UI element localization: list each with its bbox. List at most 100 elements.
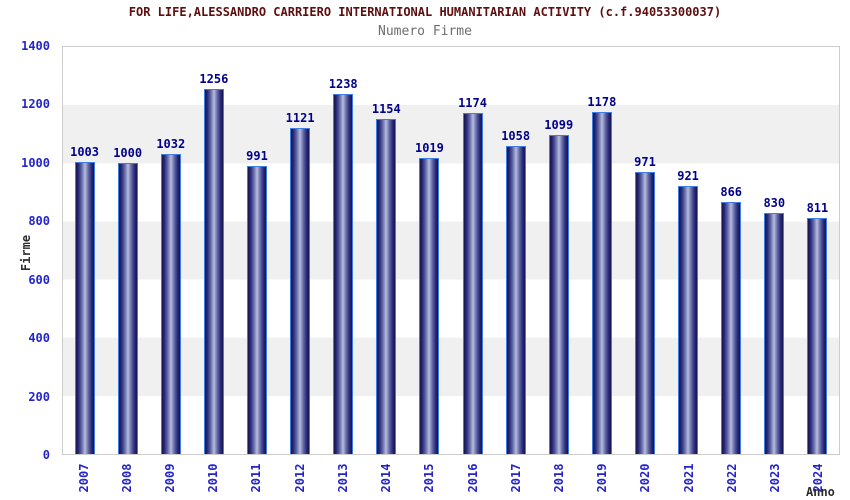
bar-slot-2007: 1003 xyxy=(63,47,106,454)
y-tick-0: 0 xyxy=(42,448,50,462)
bar-2022 xyxy=(721,202,742,454)
x-tick-label: 2016 xyxy=(465,463,480,493)
x-tick-2007: 2007 xyxy=(62,457,105,499)
x-tick-2016: 2016 xyxy=(451,457,494,499)
chart-subtitle: Numero Firme xyxy=(378,24,472,39)
x-tick-label: 2015 xyxy=(422,463,437,493)
plot-area: 1003 1000 1032 1256 991 1121 1238 1154 1019 1174 1… xyxy=(62,46,840,455)
x-tick-label: 2014 xyxy=(379,463,394,493)
bar-value-label: 1178 xyxy=(587,94,617,109)
bar-slot-2012: 1121 xyxy=(279,47,322,454)
bar-value-label: 991 xyxy=(246,148,268,163)
bar-value-label: 1256 xyxy=(199,71,229,86)
bar-value-label: 1032 xyxy=(156,136,186,151)
bar-value-label: 1154 xyxy=(371,101,401,116)
x-tick-2009: 2009 xyxy=(148,457,191,499)
bar-value-label: 1000 xyxy=(113,146,143,161)
x-tick-label: 2021 xyxy=(681,463,696,493)
x-tick-2014: 2014 xyxy=(365,457,408,499)
x-tick-2020: 2020 xyxy=(624,457,667,499)
x-tick-label: 2017 xyxy=(508,463,523,493)
x-tick-label: 2020 xyxy=(638,463,653,493)
x-tick-label: 2022 xyxy=(724,463,739,493)
y-tick-1200: 1200 xyxy=(21,97,50,112)
bar-value-label: 971 xyxy=(634,154,656,169)
bar-slot-2014: 1154 xyxy=(365,47,408,454)
x-tick-2018: 2018 xyxy=(537,457,580,499)
bar-2007 xyxy=(74,162,95,454)
x-tick-label: 2012 xyxy=(292,463,307,493)
bar-2023 xyxy=(764,212,785,454)
bar-slot-2016: 1174 xyxy=(451,47,494,454)
bar-slot-2018: 1099 xyxy=(537,47,580,454)
bar-slot-2017: 1058 xyxy=(494,47,537,454)
x-tick-label: 2019 xyxy=(595,463,610,493)
bar-slot-2023: 830 xyxy=(753,47,796,454)
bar-value-label: 866 xyxy=(720,185,743,200)
x-tick-2023: 2023 xyxy=(754,457,797,499)
bar-2012 xyxy=(290,128,311,454)
chart-title: FOR LIFE,ALESSANDRO CARRIERO INTERNATION… xyxy=(128,5,722,19)
bar-value-label: 1238 xyxy=(328,77,358,92)
bar-value-label: 1099 xyxy=(544,117,574,132)
bar-2024 xyxy=(807,218,828,454)
x-axis-title: Anno xyxy=(806,485,835,499)
bar-value-label: 1019 xyxy=(414,140,444,155)
x-tick-2012: 2012 xyxy=(278,457,321,499)
bar-value-label: 921 xyxy=(677,169,699,184)
bar-value-label: 1058 xyxy=(501,129,531,144)
bars-layer: 1003 1000 1032 1256 991 1121 1238 1154 1019 1174 1… xyxy=(63,47,839,454)
bar-2017 xyxy=(505,146,526,454)
bar-value-label: 1121 xyxy=(285,111,315,126)
bar-slot-2008: 1000 xyxy=(106,47,149,454)
bar-2020 xyxy=(634,171,655,454)
bar-2010 xyxy=(203,88,224,454)
x-axis-labels: 2007 2008 2009 2010 2011 2012 2013 2014 2015 2016… xyxy=(62,457,840,499)
bar-value-label: 830 xyxy=(763,195,786,210)
x-tick-label: 2010 xyxy=(206,463,221,493)
x-tick-2019: 2019 xyxy=(581,457,624,499)
y-tick-600: 600 xyxy=(28,272,50,287)
bar-slot-2022: 866 xyxy=(710,47,753,454)
x-tick-2017: 2017 xyxy=(494,457,537,499)
x-tick-2013: 2013 xyxy=(321,457,364,499)
x-tick-label: 2023 xyxy=(768,463,783,493)
bar-slot-2013: 1238 xyxy=(322,47,365,454)
x-tick-2008: 2008 xyxy=(105,457,148,499)
y-axis-labels: 0 200 400 600 800 1000 1200 1400 xyxy=(0,40,54,461)
y-tick-1400: 1400 xyxy=(21,39,50,53)
bar-2008 xyxy=(117,163,138,454)
bar-slot-2009: 1032 xyxy=(149,47,192,454)
bar-value-label: 1003 xyxy=(70,145,99,160)
y-tick-800: 800 xyxy=(28,214,50,229)
bar-2014 xyxy=(376,118,397,454)
y-tick-1000: 1000 xyxy=(21,155,50,170)
x-tick-label: 2011 xyxy=(249,463,264,493)
bar-slot-2010: 1256 xyxy=(192,47,235,454)
bar-value-label: 811 xyxy=(806,201,829,216)
y-tick-200: 200 xyxy=(28,389,50,404)
bar-slot-2015: 1019 xyxy=(408,47,451,454)
x-tick-label: 2013 xyxy=(335,463,350,493)
x-tick-2015: 2015 xyxy=(408,457,451,499)
bar-2018 xyxy=(548,134,569,454)
x-tick-label: 2008 xyxy=(119,463,134,493)
bar-slot-2024: 811 xyxy=(796,47,839,454)
x-tick-2022: 2022 xyxy=(710,457,753,499)
bar-2011 xyxy=(246,165,267,454)
x-tick-label: 2007 xyxy=(76,463,91,493)
bar-2016 xyxy=(462,112,483,454)
x-tick-2011: 2011 xyxy=(235,457,278,499)
bar-2013 xyxy=(333,94,354,454)
bar-slot-2020: 971 xyxy=(623,47,666,454)
bar-value-label: 1174 xyxy=(458,95,487,110)
bar-2009 xyxy=(160,153,181,454)
bar-2019 xyxy=(591,111,612,454)
bar-slot-2021: 921 xyxy=(667,47,710,454)
x-tick-label: 2018 xyxy=(552,463,567,493)
x-tick-2021: 2021 xyxy=(667,457,710,499)
bar-2015 xyxy=(419,157,440,454)
x-tick-2010: 2010 xyxy=(192,457,235,499)
x-tick-label: 2009 xyxy=(163,463,178,493)
